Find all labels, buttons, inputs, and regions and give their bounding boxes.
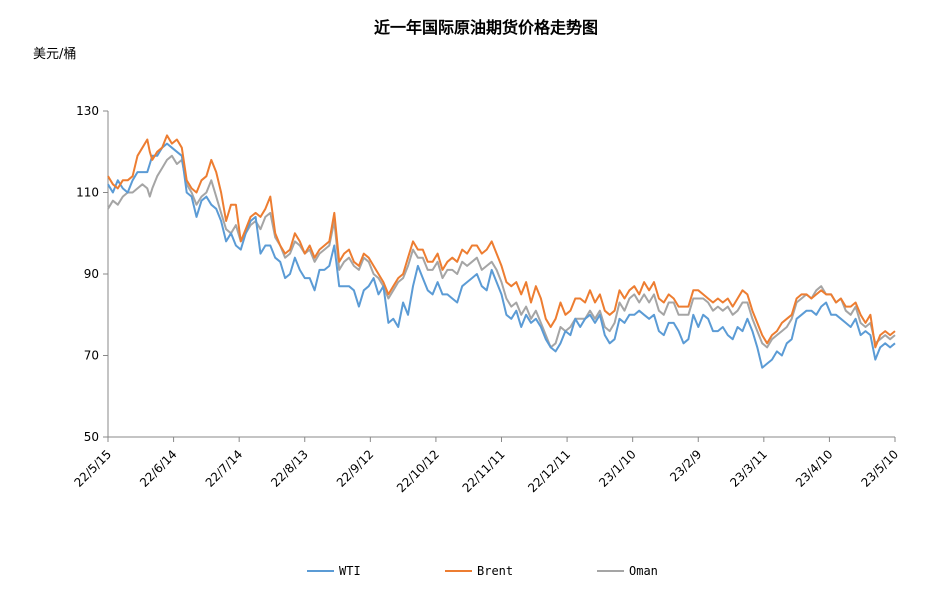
axes: 50 70 90 110 130 22/5/15 22/6/14 22/7/14 22/8/13… <box>72 104 902 495</box>
y-tick-label: 110 <box>76 186 99 200</box>
legend-item-wti: WTI <box>307 564 361 578</box>
y-tick-label: 90 <box>84 267 99 281</box>
chart-title: 近一年国际原油期货价格走势图 <box>374 18 598 37</box>
x-tick-label: 23/1/10 <box>596 447 639 490</box>
x-tick-label: 22/6/14 <box>137 447 180 490</box>
y-tick-label: 70 <box>84 349 99 363</box>
y-tick-label: 50 <box>84 430 99 444</box>
legend-label: Brent <box>477 564 513 578</box>
legend-item-oman: Oman <box>597 564 658 578</box>
series-line-brent <box>107 134 896 349</box>
x-tick-label: 22/12/11 <box>525 447 573 495</box>
x-tick-label: 22/11/11 <box>460 447 508 495</box>
y-axis-unit-label: 美元/桶 <box>33 47 76 62</box>
x-tick-label: 22/7/14 <box>203 447 246 490</box>
x-tick-label: 23/2/9 <box>667 447 704 484</box>
x-tick-label: 23/3/11 <box>727 447 770 490</box>
x-tick-label: 23/4/10 <box>793 447 836 490</box>
x-tick-label: 23/5/10 <box>859 447 902 490</box>
x-tick-label: 22/5/15 <box>72 447 115 490</box>
legend: WTI Brent Oman <box>307 564 658 578</box>
legend-item-brent: Brent <box>445 564 513 578</box>
series-line-wti <box>107 142 896 369</box>
y-tick-label: 130 <box>76 104 99 118</box>
x-tick-label: 22/8/13 <box>268 447 311 490</box>
series-line-oman <box>107 154 896 349</box>
x-tick-label: 22/9/12 <box>334 447 377 490</box>
series-layer <box>107 134 896 369</box>
legend-label: Oman <box>629 564 658 578</box>
legend-label: WTI <box>339 564 361 578</box>
x-tick-label: 22/10/12 <box>394 447 442 495</box>
